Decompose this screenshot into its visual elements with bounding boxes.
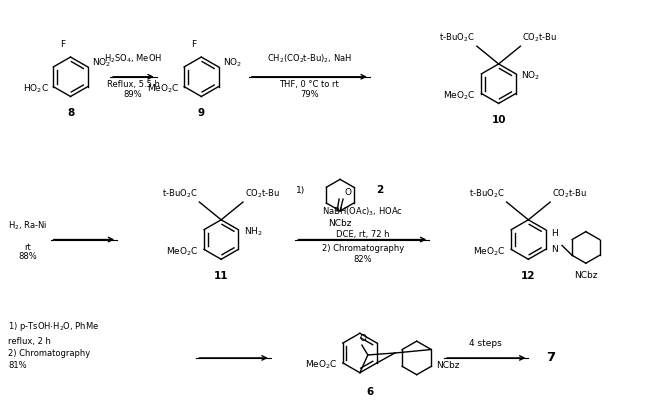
- Text: reflux, 2 h: reflux, 2 h: [8, 337, 51, 346]
- Text: 79%: 79%: [300, 89, 319, 98]
- Text: 9: 9: [198, 108, 205, 118]
- Text: 82%: 82%: [353, 255, 372, 265]
- Text: NO$_2$: NO$_2$: [223, 57, 242, 69]
- Text: MeO$_2$C: MeO$_2$C: [147, 82, 179, 95]
- Text: 12: 12: [521, 271, 535, 281]
- Text: N: N: [551, 246, 558, 255]
- Text: NCbz: NCbz: [328, 219, 352, 228]
- Text: F: F: [191, 40, 196, 49]
- Text: CO$_2$t-Bu: CO$_2$t-Bu: [522, 32, 558, 44]
- Text: O: O: [344, 188, 351, 197]
- Text: 6: 6: [366, 386, 373, 396]
- Text: NCbz: NCbz: [574, 271, 598, 280]
- Text: t-BuO$_2$C: t-BuO$_2$C: [440, 32, 475, 44]
- Text: MeO$_2$C: MeO$_2$C: [166, 245, 198, 258]
- Text: MeO$_2$C: MeO$_2$C: [305, 358, 337, 371]
- Text: rt: rt: [24, 243, 32, 251]
- Text: HO$_2$C: HO$_2$C: [23, 82, 49, 95]
- Text: NCbz: NCbz: [436, 361, 460, 370]
- Text: 2: 2: [376, 185, 383, 195]
- Text: O: O: [359, 334, 367, 343]
- Text: t-BuO$_2$C: t-BuO$_2$C: [162, 187, 197, 200]
- Text: NH$_2$: NH$_2$: [244, 225, 263, 238]
- Text: 2) Chromatography: 2) Chromatography: [8, 349, 91, 358]
- Text: 10: 10: [491, 115, 506, 125]
- Text: 89%: 89%: [124, 89, 143, 98]
- Text: 11: 11: [214, 271, 229, 281]
- Text: MeO$_2$C: MeO$_2$C: [443, 89, 476, 102]
- Text: NO$_2$: NO$_2$: [93, 57, 112, 69]
- Text: 88%: 88%: [18, 253, 37, 261]
- Text: MeO$_2$C: MeO$_2$C: [473, 245, 506, 258]
- Text: H$_2$, Ra-Ni: H$_2$, Ra-Ni: [8, 219, 48, 232]
- Text: Reflux, 5.5 h: Reflux, 5.5 h: [106, 80, 160, 89]
- Text: THF, 0 °C to rt: THF, 0 °C to rt: [279, 80, 339, 89]
- Text: CH$_2$(CO$_2$t-Bu)$_2$, NaH: CH$_2$(CO$_2$t-Bu)$_2$, NaH: [267, 52, 351, 65]
- Text: CO$_2$t-Bu: CO$_2$t-Bu: [245, 187, 280, 200]
- Text: CO$_2$t-Bu: CO$_2$t-Bu: [552, 187, 587, 200]
- Text: 7: 7: [546, 351, 555, 365]
- Text: DCE, rt, 72 h: DCE, rt, 72 h: [336, 229, 390, 239]
- Text: 2) Chromatography: 2) Chromatography: [322, 244, 404, 253]
- Text: NaBH(OAc)$_3$, HOAc: NaBH(OAc)$_3$, HOAc: [323, 205, 403, 218]
- Text: 8: 8: [67, 108, 74, 118]
- Text: NO$_2$: NO$_2$: [522, 70, 541, 82]
- Text: 1): 1): [296, 186, 305, 195]
- Text: 4 steps: 4 steps: [469, 339, 502, 348]
- Text: H$_2$SO$_4$, MeOH: H$_2$SO$_4$, MeOH: [104, 52, 162, 65]
- Text: H: H: [551, 229, 558, 238]
- Text: 1) p-TsOH$\cdot$H$_2$O, PhMe: 1) p-TsOH$\cdot$H$_2$O, PhMe: [8, 320, 99, 333]
- Text: F: F: [60, 40, 65, 49]
- Text: 81%: 81%: [8, 361, 27, 370]
- Text: t-BuO$_2$C: t-BuO$_2$C: [469, 187, 505, 200]
